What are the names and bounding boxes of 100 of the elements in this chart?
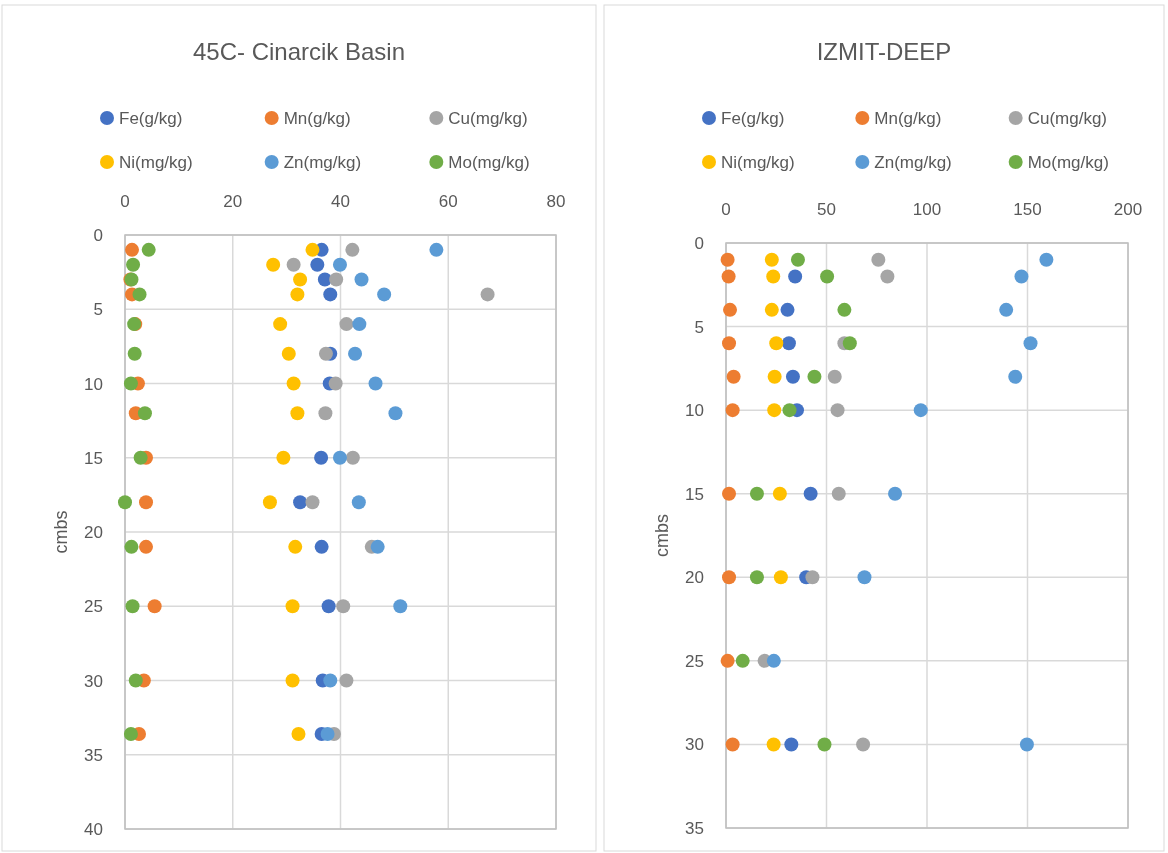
point: [480, 287, 495, 302]
x-tick-label: 50: [817, 200, 836, 219]
y-tick-label: 20: [84, 523, 103, 542]
chart-title: 45C- Cinarcik Basin: [192, 38, 406, 65]
y-tick-label: 25: [84, 597, 103, 617]
point: [352, 317, 367, 332]
point: [1019, 737, 1034, 752]
point: [141, 242, 156, 257]
point: [722, 570, 737, 585]
point: [1039, 252, 1054, 267]
y-tick-label: 0: [694, 234, 704, 253]
point: [856, 737, 871, 752]
point: [725, 737, 740, 752]
point: [273, 317, 288, 332]
point: [393, 599, 408, 614]
legend-label: Cu(mg/kg): [1027, 109, 1108, 128]
x-tick-label: 80: [546, 192, 566, 211]
legend-label: Mn(g/kg): [283, 109, 351, 128]
y-tick-label: 30: [84, 671, 103, 691]
point: [830, 403, 845, 418]
point: [123, 376, 138, 391]
point: [139, 539, 154, 554]
x-tick-label: 0: [120, 192, 130, 211]
legend-label: Cu(mg/kg): [448, 109, 528, 128]
point: [871, 252, 886, 267]
x-tick-label: 0: [721, 200, 731, 219]
point: [128, 673, 143, 688]
point: [293, 495, 308, 510]
y-tick-label: 5: [694, 317, 704, 337]
point: [726, 369, 741, 384]
point: [339, 317, 354, 332]
point: [266, 257, 281, 272]
point: [332, 257, 347, 272]
point: [286, 257, 301, 272]
point: [720, 653, 735, 668]
y-tick-label: 35: [84, 745, 103, 765]
legend-label: Zn(mg/kg): [874, 153, 952, 172]
x-tick-label: 20: [223, 192, 243, 211]
x-tick-label: 60: [438, 192, 458, 211]
point: [126, 257, 141, 272]
point: [377, 287, 392, 302]
y-tick-label: 30: [685, 735, 704, 755]
x-tick-label: 40: [331, 192, 350, 211]
point: [831, 486, 846, 501]
point: [323, 673, 338, 688]
point: [722, 336, 737, 351]
point: [782, 403, 797, 418]
point: [429, 242, 444, 257]
point: [913, 403, 928, 418]
point: [781, 336, 796, 351]
point: [132, 287, 147, 302]
point: [722, 486, 737, 501]
legend-label: Mn(g/kg): [874, 109, 942, 128]
point: [368, 376, 383, 391]
point: [1008, 369, 1023, 384]
point: [345, 242, 360, 257]
point: [837, 302, 852, 317]
point: [773, 570, 788, 585]
point: [354, 272, 369, 287]
point: [820, 269, 835, 284]
point: [351, 495, 366, 510]
point: [286, 376, 301, 391]
point: [336, 599, 351, 614]
point: [147, 599, 162, 614]
point: [328, 376, 343, 391]
point: [125, 242, 139, 257]
point: [805, 570, 820, 585]
point: [310, 257, 325, 272]
point: [293, 272, 308, 287]
point: [388, 406, 403, 421]
point: [880, 269, 895, 284]
y-tick-label: 10: [685, 401, 704, 421]
point: [125, 599, 140, 614]
chart-title: IZMIT-DEEP: [816, 38, 952, 65]
legend-label: Fe(g/kg): [119, 109, 183, 128]
point: [339, 673, 354, 688]
point: [784, 737, 799, 752]
legend-label: Mo(mg/kg): [1027, 153, 1109, 172]
point: [842, 336, 857, 351]
point: [314, 539, 329, 554]
point: [290, 287, 305, 302]
point: [766, 653, 781, 668]
point: [285, 599, 300, 614]
point: [720, 252, 735, 267]
y-tick-label: 25: [685, 651, 704, 671]
y-axis-title: cmbs: [652, 513, 672, 558]
point: [321, 599, 336, 614]
point: [305, 242, 320, 257]
point: [118, 495, 132, 510]
y-tick-label: 35: [685, 819, 704, 838]
point: [124, 539, 139, 554]
point: [320, 726, 335, 741]
legend-label: Mo(mg/kg): [448, 153, 530, 172]
point: [766, 737, 781, 752]
y-tick-label: 20: [685, 568, 704, 588]
x-tick-label: 200: [1113, 200, 1143, 219]
point: [766, 269, 781, 284]
point: [288, 539, 303, 554]
point: [291, 726, 306, 741]
point: [725, 403, 740, 418]
